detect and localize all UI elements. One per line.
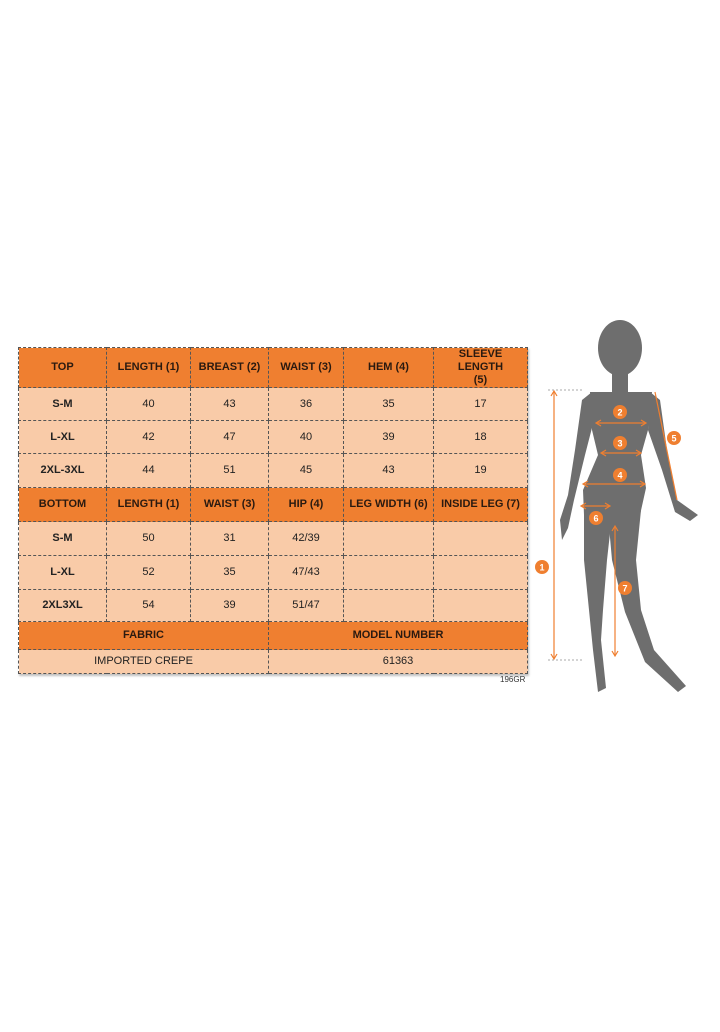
svg-text:5: 5 (671, 434, 676, 444)
svg-text:1: 1 (539, 563, 544, 573)
model-number-value: 61363 (268, 649, 528, 674)
table-cell: 54 (106, 589, 191, 622)
info-header-row: FABRIC MODEL NUMBER (18, 621, 528, 650)
top-header-row: TOP LENGTH (1) BREAST (2) WAIST (3) HEM … (18, 347, 528, 388)
header-cell: HEM (4) (343, 347, 434, 388)
svg-text:3: 3 (617, 439, 622, 449)
size-label: S-M (18, 387, 107, 421)
table-row: L-XL 42 47 40 39 18 (18, 420, 528, 454)
table-cell: 36 (268, 387, 344, 421)
header-cell: LENGTH (1) (106, 487, 191, 522)
table-cell: 51 (190, 453, 269, 488)
table-cell (343, 589, 434, 622)
bottom-header-row: BOTTOM LENGTH (1) WAIST (3) HIP (4) LEG … (18, 487, 528, 522)
marker-6-icon: 6 (589, 511, 603, 525)
table-cell: 35 (343, 387, 434, 421)
table-cell (433, 521, 528, 556)
header-cell: BOTTOM (18, 487, 107, 522)
svg-text:6: 6 (593, 514, 598, 524)
table-cell: 50 (106, 521, 191, 556)
fabric-label: FABRIC (18, 621, 269, 650)
product-code: 196GR (500, 675, 526, 684)
marker-7-icon: 7 (618, 581, 632, 595)
table-cell: 39 (190, 589, 269, 622)
size-label: S-M (18, 521, 107, 556)
reference-lines (548, 389, 582, 661)
table-cell: 42/39 (268, 521, 344, 556)
table-row: 2XL3XL 54 39 51/47 (18, 589, 528, 622)
table-cell: 43 (190, 387, 269, 421)
marker-1-icon: 1 (535, 560, 549, 574)
body-silhouette (560, 320, 698, 692)
svg-text:2: 2 (617, 408, 622, 418)
table-cell (343, 555, 434, 590)
table-cell: 42 (106, 420, 191, 454)
table-row: L-XL 52 35 47/43 (18, 555, 528, 590)
header-cell: SLEEVE LENGTH (5) (433, 347, 528, 388)
fabric-value: IMPORTED CREPE (18, 649, 269, 674)
table-cell: 52 (106, 555, 191, 590)
table-row: 2XL-3XL 44 51 45 43 19 (18, 453, 528, 488)
svg-text:7: 7 (622, 584, 627, 594)
table-cell: 51/47 (268, 589, 344, 622)
table-cell (433, 555, 528, 590)
table-row: S-M 40 43 36 35 17 (18, 387, 528, 421)
table-cell: 17 (433, 387, 528, 421)
size-label: 2XL3XL (18, 589, 107, 622)
svg-text:4: 4 (617, 471, 622, 481)
table-cell (433, 589, 528, 622)
marker-5-icon: 5 (667, 431, 681, 445)
measurement-arrows (550, 389, 678, 661)
table-cell: 19 (433, 453, 528, 488)
size-chart-table: TOP LENGTH (1) BREAST (2) WAIST (3) HEM … (18, 347, 528, 674)
marker-4-icon: 4 (613, 468, 627, 482)
model-number-label: MODEL NUMBER (268, 621, 528, 650)
table-cell: 31 (190, 521, 269, 556)
header-cell: WAIST (3) (190, 487, 269, 522)
size-label: L-XL (18, 420, 107, 454)
size-label: L-XL (18, 555, 107, 590)
marker-3-icon: 3 (613, 436, 627, 450)
header-cell: LEG WIDTH (6) (343, 487, 434, 522)
header-cell: HIP (4) (268, 487, 344, 522)
info-value-row: IMPORTED CREPE 61363 (18, 649, 528, 674)
table-cell: 18 (433, 420, 528, 454)
measurement-markers: 1 2 3 4 5 6 7 (535, 405, 681, 595)
marker-2-icon: 2 (613, 405, 627, 419)
table-row: S-M 50 31 42/39 (18, 521, 528, 556)
header-cell: TOP (18, 347, 107, 388)
header-cell: INSIDE LEG (7) (433, 487, 528, 522)
table-cell: 47 (190, 420, 269, 454)
table-cell: 39 (343, 420, 434, 454)
